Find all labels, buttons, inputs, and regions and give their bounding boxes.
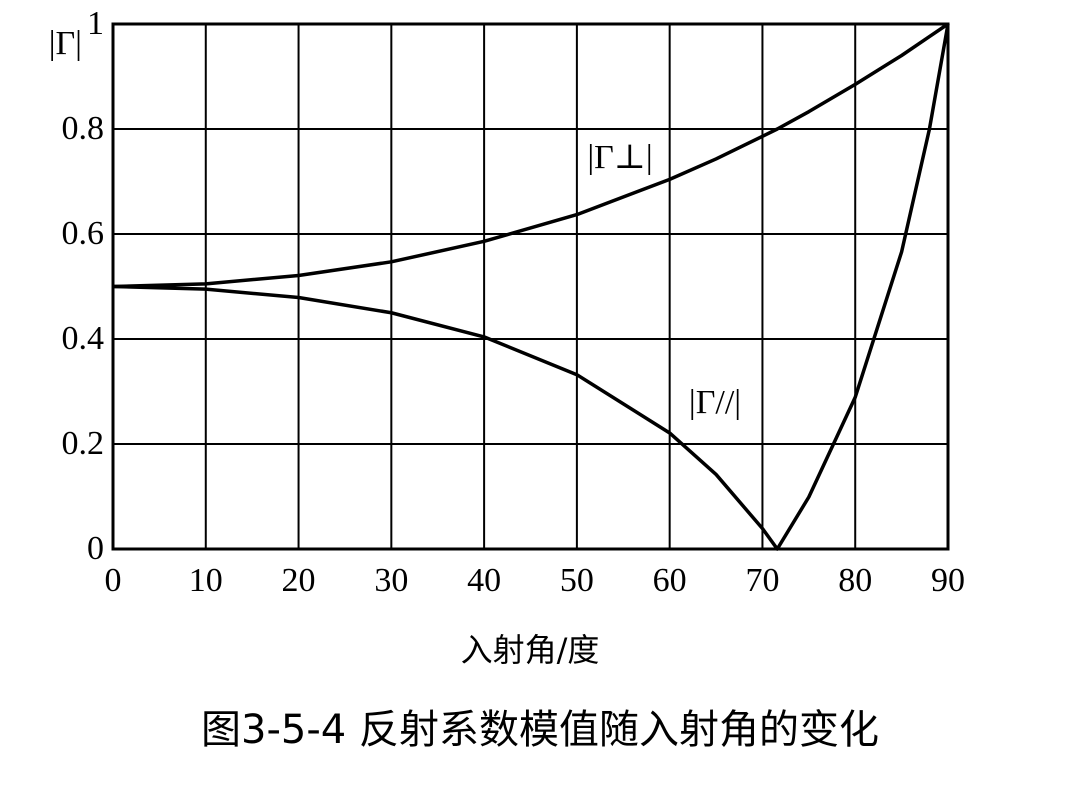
y-tick-label: 0.2 bbox=[62, 425, 105, 462]
x-tick-label: 70 bbox=[745, 562, 779, 599]
line bbox=[112, 23, 950, 551]
y-axis-label: |Γ| bbox=[49, 25, 82, 62]
y-tick-label: 0 bbox=[87, 530, 104, 567]
x-tick-label: 10 bbox=[189, 562, 223, 599]
series-label: |Γ⊥| bbox=[587, 139, 652, 176]
x-tick-label: 20 bbox=[282, 562, 316, 599]
y-tick-label: 0.4 bbox=[62, 320, 105, 357]
y-tick-label: 0.6 bbox=[62, 215, 105, 252]
y-tick-label: 0.8 bbox=[62, 110, 105, 147]
x-tick-label: 60 bbox=[653, 562, 687, 599]
x-tick-label: 30 bbox=[374, 562, 408, 599]
series-label: |Γ//| bbox=[689, 384, 741, 421]
x-axis-label: 入射角/度 bbox=[461, 631, 600, 669]
caption: 图3-5-4 反射系数模值随入射角的变化 bbox=[201, 707, 879, 753]
x-tick-label: 90 bbox=[931, 562, 965, 599]
x-tick-label: 0 bbox=[105, 562, 122, 599]
x-tick-label: 50 bbox=[560, 562, 594, 599]
y-tick-label: 1 bbox=[87, 5, 104, 42]
x-tick-label: 40 bbox=[467, 562, 501, 599]
x-tick-label: 80 bbox=[838, 562, 872, 599]
line bbox=[112, 22, 949, 289]
